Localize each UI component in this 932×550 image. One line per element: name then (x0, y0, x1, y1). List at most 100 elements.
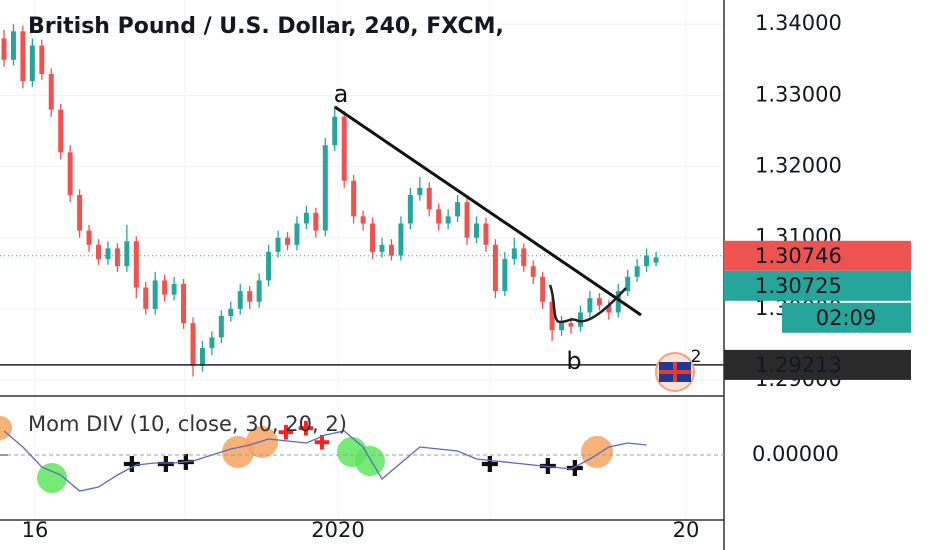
candle-body (303, 212, 309, 224)
candle-body (256, 280, 262, 302)
candle-body (39, 45, 45, 75)
candle-body (143, 287, 149, 309)
candle-body (341, 116, 347, 181)
candle-body (445, 216, 451, 224)
indicator-pane: ✚ ✚ ✚ ✚ ✚ ✚ ✚ ✚ ✚ (0, 416, 724, 493)
candle-body (218, 316, 224, 338)
candle-body (152, 280, 158, 309)
event-count: 2 (691, 347, 702, 367)
candle-body (511, 248, 517, 260)
candle-body (133, 241, 139, 288)
candle-body (559, 323, 565, 331)
candle-body (86, 230, 92, 245)
y-tick-label: 1.34000 (755, 11, 842, 35)
candle-body (615, 291, 621, 313)
annotation: b (566, 347, 581, 375)
candle-body (199, 348, 205, 366)
vertical-grid (34, 0, 687, 520)
candle-body (426, 187, 432, 210)
candle-body (379, 244, 385, 252)
y-tick-label: 0.00000 (752, 442, 839, 466)
candle-body (474, 223, 479, 238)
cross: ✚ (157, 453, 175, 478)
price-tag-label: 1.29213 (755, 353, 842, 377)
candle-body (360, 216, 366, 224)
x-tick-label: 20 (673, 518, 700, 542)
candle-body (105, 248, 111, 260)
candle-body (417, 187, 423, 196)
drawn-curve (548, 284, 627, 324)
cross: ✚ (481, 453, 499, 478)
candle-body (162, 280, 168, 295)
candle-body (596, 298, 602, 306)
price-pane (0, 23, 724, 381)
candle-body (48, 74, 54, 110)
cross-markers: ✚ ✚ ✚ ✚ ✚ ✚ (123, 451, 584, 482)
red-markers: ✚ ✚ ✚ (278, 417, 331, 455)
candle-body (606, 305, 612, 313)
candle-body (322, 145, 328, 231)
candle-body (10, 31, 16, 60)
cross: ✚ (314, 431, 331, 455)
candle-body (181, 283, 187, 324)
candle-body (464, 202, 470, 238)
candle-body (285, 237, 290, 245)
candle-body (313, 212, 319, 231)
candle-body (407, 195, 413, 224)
chart-title: British Pound / U.S. Dollar, 240, FXCM, (28, 14, 504, 39)
signal (0, 416, 12, 440)
cross: ✚ (298, 417, 315, 441)
candle-body (502, 259, 508, 292)
candle-body (77, 195, 83, 231)
candle-body (67, 152, 73, 196)
candle-body (190, 323, 196, 366)
candle-body (237, 291, 243, 309)
signal (581, 436, 613, 468)
cross: ✚ (566, 457, 584, 482)
candle-body (436, 209, 442, 224)
cross: ✚ (539, 455, 557, 480)
candle-body (275, 237, 281, 252)
countdown: 02:09 (816, 306, 877, 330)
candle-body (540, 276, 546, 302)
signal (222, 436, 254, 468)
candle-body (20, 31, 26, 82)
x-tick-label: 16 (22, 518, 49, 542)
cross: ✚ (278, 421, 295, 445)
signal (37, 463, 67, 493)
price-tag-label: 1.30746 (755, 244, 842, 268)
candle-body (114, 248, 120, 267)
candle-body (568, 323, 574, 327)
price-tag (724, 240, 911, 271)
momentum-line (3, 430, 647, 492)
candle-body (483, 223, 489, 245)
candle-body (388, 244, 394, 256)
signal (246, 426, 278, 458)
candle-body (634, 266, 640, 277)
y-tick-label: 1.32000 (755, 154, 842, 178)
candle-body (228, 308, 234, 316)
candle-body (398, 223, 404, 256)
price-tag (724, 349, 911, 380)
candle-body (577, 312, 583, 327)
candle-body (549, 301, 555, 331)
candle-body (171, 283, 177, 295)
candle-body (266, 251, 272, 281)
candle-body (587, 298, 593, 313)
event-flag: 2 (655, 347, 702, 392)
x-tick-label: 2020 (311, 518, 364, 542)
candle-body (1, 38, 7, 60)
candle-body (625, 276, 631, 292)
countdown-box (782, 302, 911, 333)
candle-body (653, 257, 659, 263)
cross: ✚ (177, 451, 195, 476)
candle-body (455, 202, 461, 217)
candle-body (247, 291, 253, 302)
y-tick-label: 1.33000 (755, 82, 842, 106)
candle-body (521, 248, 527, 267)
candle-body (209, 337, 215, 349)
indicator-name: Mom DIV (10, close, 30, 20, 2) (28, 412, 347, 436)
cross: ✚ (123, 453, 141, 478)
candle-body (96, 244, 101, 260)
